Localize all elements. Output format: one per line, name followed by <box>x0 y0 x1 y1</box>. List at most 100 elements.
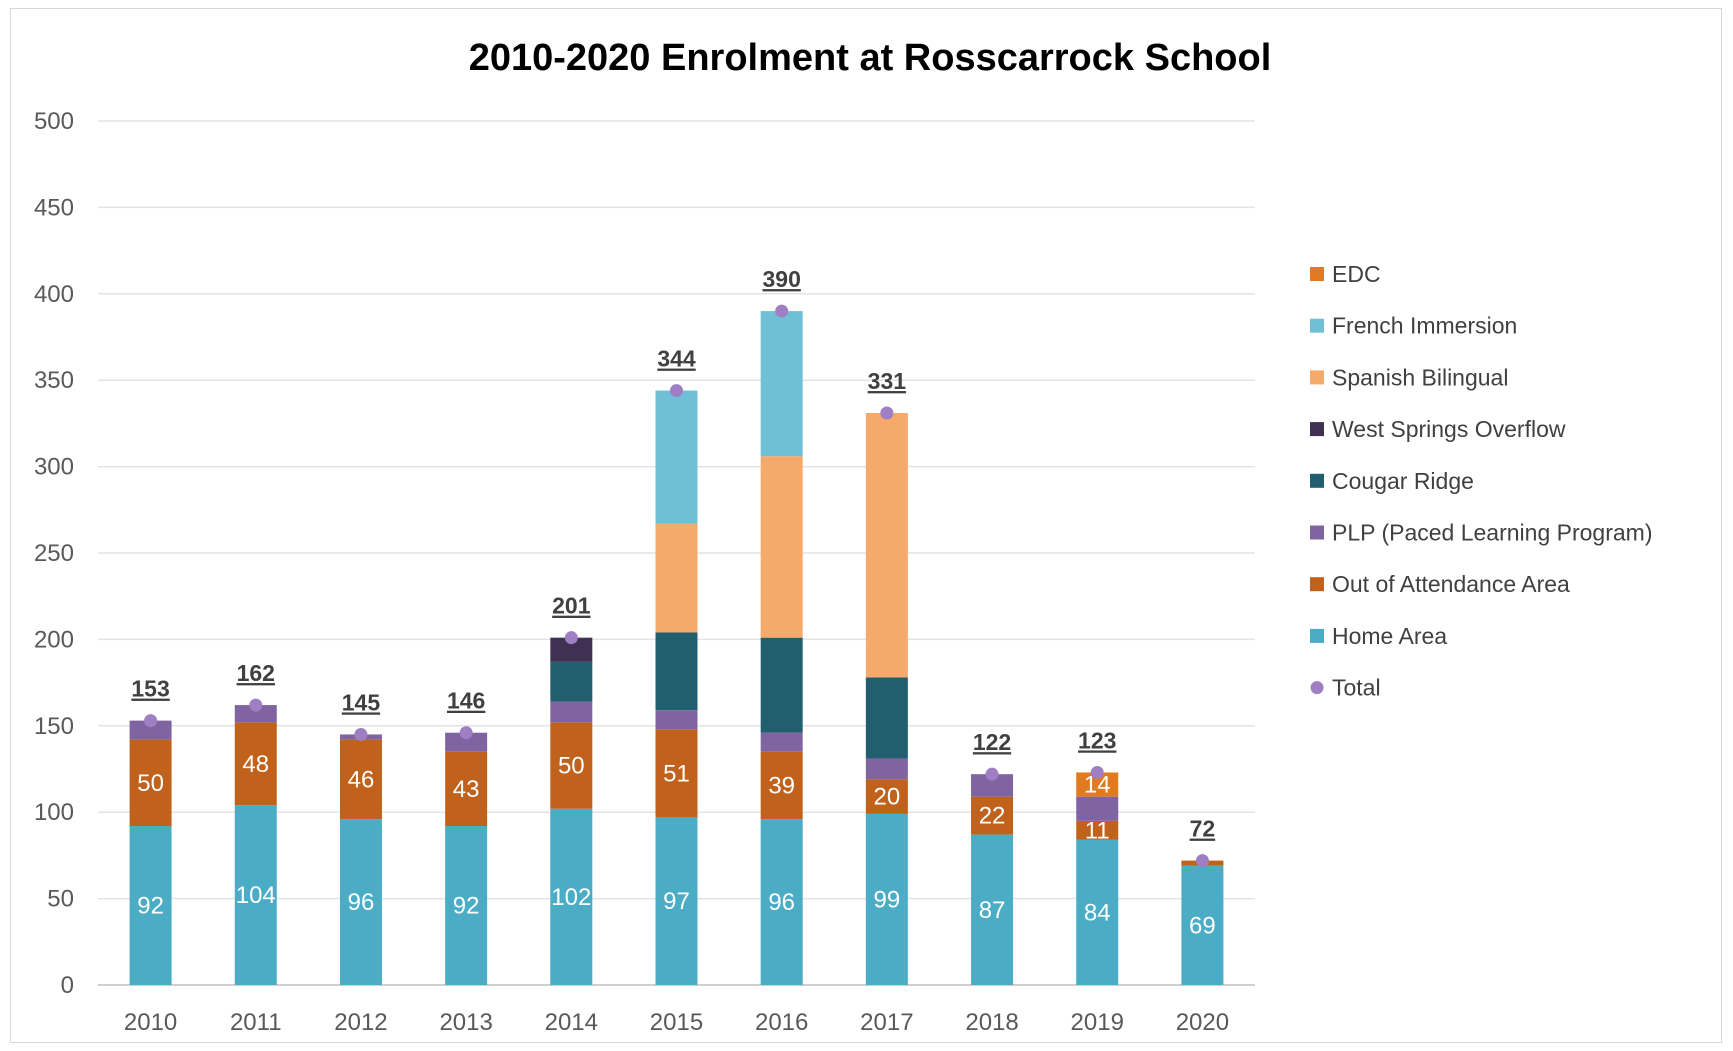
x-tick-label: 2020 <box>1176 1009 1229 1036</box>
total-label: 390 <box>762 266 800 292</box>
gridlines <box>98 120 1255 986</box>
bar-segment <box>760 819 803 985</box>
legend-label: Cougar Ridge <box>1332 468 1474 494</box>
total-marker <box>1090 765 1104 779</box>
bar-segment <box>234 722 277 806</box>
total-marker <box>459 726 473 740</box>
x-tick-label: 2011 <box>230 1009 282 1036</box>
legend-label: Home Area <box>1332 623 1447 649</box>
legend-swatch <box>1310 422 1324 437</box>
x-axis: 2010 2011 2012 2013 2014 2015 2016 2017 2018 2019… <box>124 1009 1229 1036</box>
total-label: 344 <box>657 346 696 372</box>
legend-swatch <box>1310 681 1324 695</box>
x-tick-label: 2017 <box>860 1009 913 1036</box>
bar-segment <box>1076 796 1119 821</box>
legend-label: Total <box>1332 675 1381 701</box>
bar-segment <box>550 722 593 809</box>
legend-swatch <box>1310 577 1324 592</box>
bar-segment <box>865 413 908 678</box>
legend-label: PLP (Paced Learning Program) <box>1332 520 1652 546</box>
bar-segment <box>234 705 277 723</box>
bar-segment <box>655 729 698 818</box>
total-label: 331 <box>868 368 907 394</box>
y-tick-label: 250 <box>34 540 74 567</box>
bar-segment <box>655 523 698 633</box>
bar-segment <box>655 632 698 711</box>
data-label: 46 <box>348 766 375 793</box>
series-home-area: 92 104 96 92 102 97 96 99 87 84 69 <box>129 805 1224 985</box>
bar-segment <box>760 751 803 820</box>
data-label: 104 <box>236 882 276 909</box>
series-out-of-attendance-area: 50 48 46 43 50 51 39 20 22 11 3 <box>129 722 1224 866</box>
legend-swatch <box>1310 628 1324 643</box>
series-french-immersion <box>655 311 803 524</box>
bar-segment <box>971 796 1014 835</box>
legend-swatch <box>1310 525 1324 540</box>
data-label: 84 <box>1084 899 1111 926</box>
data-label: 48 <box>242 751 269 778</box>
x-tick-label: 2010 <box>124 1009 177 1036</box>
bar-segment <box>550 701 593 723</box>
bar-segment <box>339 819 382 985</box>
legend-label: EDC <box>1332 261 1381 287</box>
legend-item-home-area: Home Area <box>1310 623 1447 649</box>
y-tick-label: 50 <box>47 886 74 913</box>
total-label: 122 <box>973 729 1011 755</box>
total-marker <box>354 727 368 741</box>
bar-segment <box>129 826 172 985</box>
data-label: 39 <box>768 772 795 799</box>
total-label: 201 <box>552 593 591 619</box>
series-spanish-bilingual <box>655 413 908 678</box>
total-marker <box>670 384 683 398</box>
legend-item-spanish-bilingual: Spanish Bilingual <box>1310 364 1508 390</box>
series-plp-paced-learning-program <box>129 701 1119 821</box>
bar-segment <box>971 774 1014 797</box>
bar-segment <box>865 813 908 985</box>
bar-segment <box>760 732 803 752</box>
legend-swatch <box>1310 267 1324 281</box>
y-tick-label: 350 <box>34 367 74 394</box>
total-marker <box>880 406 894 420</box>
total-label: 72 <box>1190 816 1216 842</box>
x-tick-label: 2012 <box>334 1009 387 1036</box>
bar-segment <box>971 834 1014 985</box>
bar-segment <box>760 311 803 457</box>
bar-segment <box>865 758 908 780</box>
data-label: 99 <box>874 886 901 913</box>
data-label: 96 <box>768 889 795 916</box>
bar-segment <box>760 637 803 733</box>
x-tick-label: 2015 <box>650 1009 703 1036</box>
legend-swatch <box>1310 318 1324 333</box>
data-label: 50 <box>137 770 164 797</box>
data-label: 69 <box>1189 912 1216 939</box>
total-marker <box>1195 854 1209 868</box>
legend-item-french-immersion: French Immersion <box>1310 313 1517 339</box>
legend-label: French Immersion <box>1332 313 1517 339</box>
legend-swatch <box>1310 370 1324 385</box>
x-tick-label: 2016 <box>755 1009 808 1036</box>
bar-segment <box>865 779 908 814</box>
data-label: 102 <box>551 884 591 911</box>
legend-label: Spanish Bilingual <box>1332 364 1508 390</box>
bar-segment <box>550 808 593 985</box>
legend: EDC French Immersion Spanish Bilingual West… <box>1310 261 1652 701</box>
bar-segment <box>445 826 488 985</box>
data-label: 50 <box>558 753 585 780</box>
total-marker <box>249 698 263 712</box>
total-marker <box>144 714 158 728</box>
y-tick-label: 150 <box>34 713 74 740</box>
total-label: 162 <box>237 660 275 686</box>
y-tick-label: 500 <box>34 108 74 135</box>
data-label: 97 <box>663 888 690 915</box>
legend-item-west-springs-overflow: West Springs Overflow <box>1310 416 1566 442</box>
total-marker <box>985 767 999 781</box>
data-label: 96 <box>348 889 375 916</box>
series-edc: 14 <box>1076 772 1119 799</box>
total-marker <box>564 631 578 645</box>
data-label: 51 <box>663 760 690 787</box>
legend-label: West Springs Overflow <box>1332 416 1566 442</box>
legend-item-out-of-attendance-area: Out of Attendance Area <box>1310 571 1570 597</box>
data-label: 92 <box>453 893 480 920</box>
